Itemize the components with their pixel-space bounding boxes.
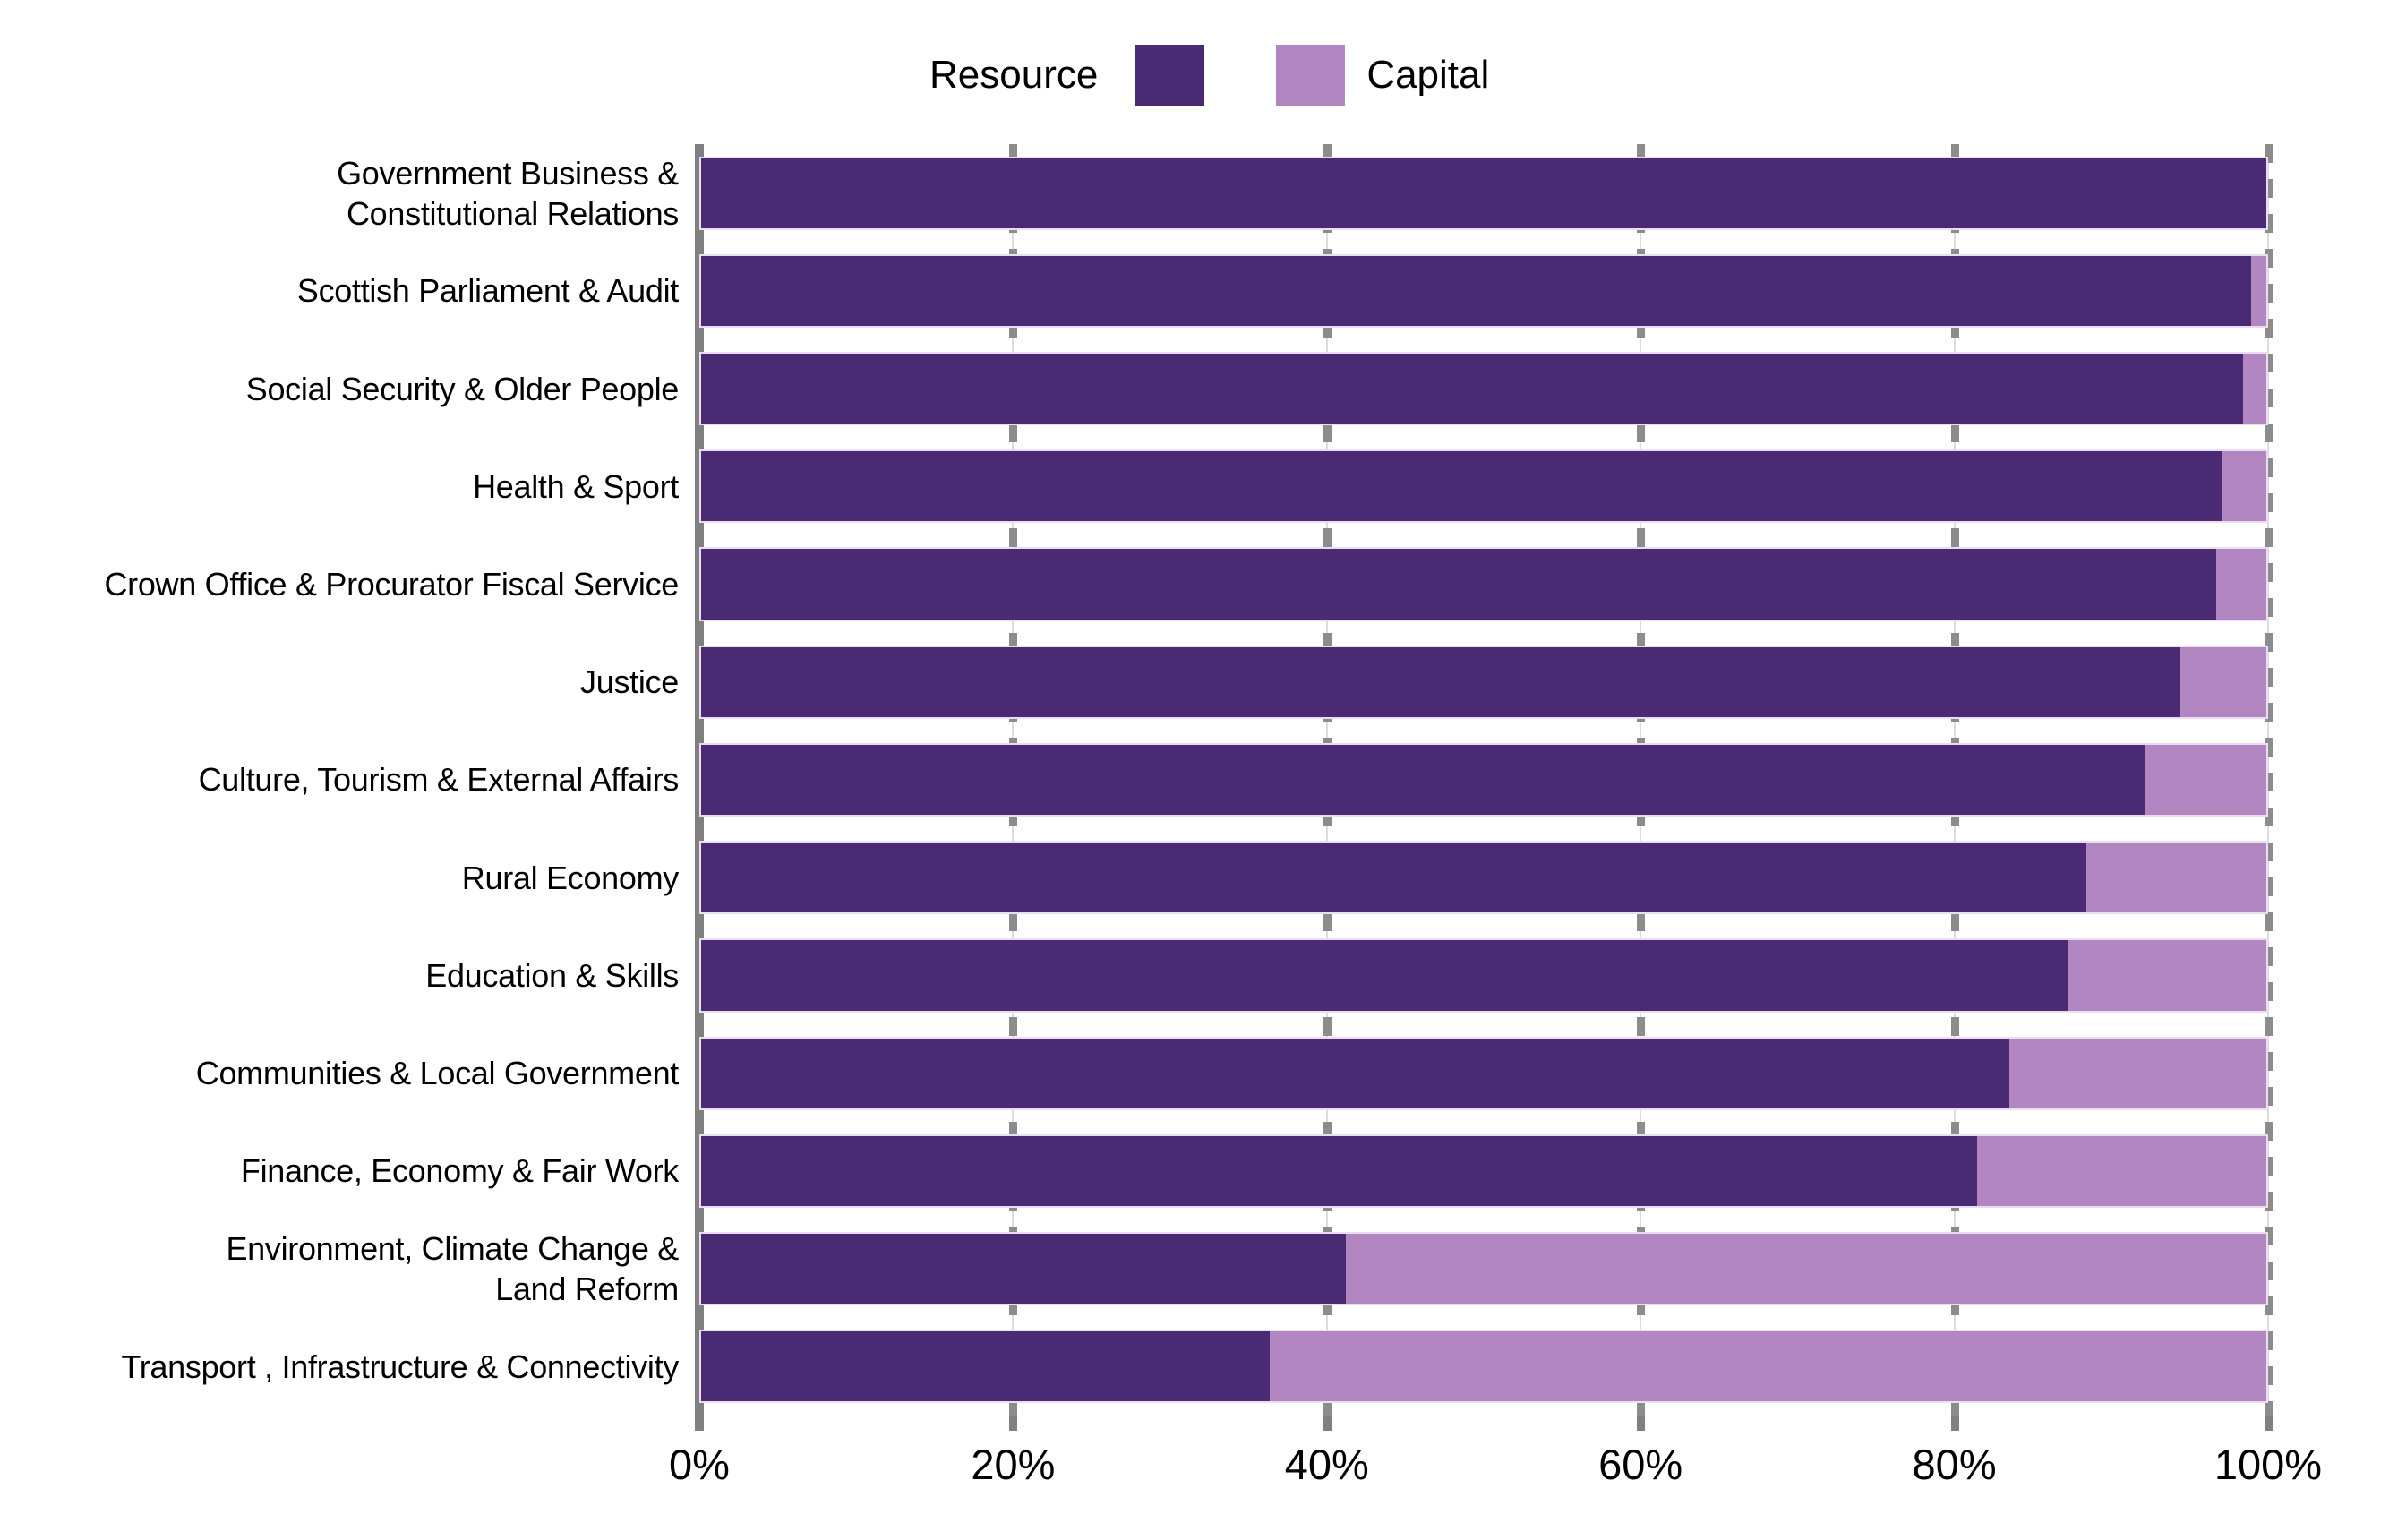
x-tick-label-0: 0% <box>669 1441 730 1488</box>
bar-segment-capital-6 <box>2144 744 2266 816</box>
bar-segment-capital-12 <box>1269 1331 2266 1402</box>
bar-segment-resource-0 <box>701 158 2266 228</box>
bar-segment-resource-6 <box>701 744 2145 816</box>
x-tick-label-40: 40% <box>1284 1441 1369 1488</box>
category-label-4: Crown Office & Procurator Fiscal Service <box>104 566 679 603</box>
category-label-10: Finance, Economy & Fair Work <box>240 1152 679 1190</box>
bar-segment-capital-5 <box>2179 646 2266 717</box>
bar-segment-resource-4 <box>701 549 2217 620</box>
legend-swatch-capital-icon <box>1276 45 1346 106</box>
rows-layer <box>699 144 2268 1416</box>
bar-segment-capital-3 <box>2222 451 2266 522</box>
bar-segment-capital-8 <box>2068 940 2266 1011</box>
bar-segment-resource-11 <box>701 1234 1347 1305</box>
chart-row-8 <box>699 927 2268 1024</box>
bar-track-7 <box>699 841 2268 915</box>
bar-track-11 <box>699 1232 2268 1306</box>
chart-row-11 <box>699 1220 2268 1318</box>
chart-row-9 <box>699 1024 2268 1122</box>
category-label-7: Rural Economy <box>461 859 680 896</box>
bar-track-6 <box>699 742 2268 817</box>
bar-segment-capital-1 <box>2250 255 2266 326</box>
bar-track-2 <box>699 351 2268 426</box>
x-tick-label-80: 80% <box>1912 1441 1997 1488</box>
category-label-9: Communities & Local Government <box>195 1055 680 1092</box>
bar-segment-capital-10 <box>1976 1135 2266 1207</box>
chart-row-4 <box>699 535 2268 633</box>
chart-row-7 <box>699 829 2268 927</box>
bar-segment-resource-10 <box>701 1135 1977 1207</box>
bar-track-1 <box>699 253 2268 328</box>
legend-swatch-resource-icon <box>1135 45 1205 106</box>
category-label-1: Scottish Parliament & Audit <box>296 272 679 310</box>
chart-row-12 <box>699 1318 2268 1416</box>
legend: Resource Capital <box>929 41 1489 109</box>
x-axis-tick-40 <box>1323 1416 1332 1431</box>
bar-track-0 <box>699 156 2268 230</box>
legend-label-resource: Resource <box>929 53 1099 97</box>
category-label-0: Government Business & Constitutional Rel… <box>337 154 679 232</box>
bar-segment-resource-5 <box>701 646 2180 717</box>
bar-segment-resource-8 <box>701 940 2068 1011</box>
x-tick-label-20: 20% <box>971 1441 1056 1488</box>
category-label-2: Social Security & Older People <box>245 370 680 407</box>
bar-track-10 <box>699 1134 2268 1209</box>
bar-track-5 <box>699 645 2268 719</box>
bar-track-3 <box>699 449 2268 524</box>
x-axis-labels: 0% 20% 40% 60% 80% 100% <box>669 1441 2322 1499</box>
bar-segment-resource-2 <box>701 353 2243 424</box>
bar-segment-capital-2 <box>2242 353 2266 424</box>
x-tick-label-100: 100% <box>2213 1441 2323 1488</box>
bar-track-12 <box>699 1330 2268 1404</box>
x-axis-tick-100 <box>2265 1416 2273 1431</box>
bar-segment-resource-3 <box>701 451 2223 522</box>
x-tick-label-60: 60% <box>1598 1441 1683 1488</box>
gridline-dashes-100 <box>2265 144 2273 1416</box>
bar-segment-resource-12 <box>701 1331 1270 1402</box>
category-label-8: Education & Skills <box>425 956 679 994</box>
chart-row-0 <box>699 144 2268 242</box>
x-axis-tick-0 <box>696 1416 704 1431</box>
chart-row-2 <box>699 339 2268 437</box>
chart-row-10 <box>699 1122 2268 1219</box>
bar-segment-capital-7 <box>2085 843 2266 913</box>
chart-row-3 <box>699 438 2268 535</box>
bar-track-4 <box>699 547 2268 621</box>
category-labels-column: Government Business & Constitutional Rel… <box>0 144 679 1416</box>
chart-row-6 <box>699 731 2268 828</box>
category-label-3: Health & Sport <box>473 467 679 505</box>
x-axis-tick-20 <box>1009 1416 1018 1431</box>
bar-segment-resource-9 <box>701 1038 2010 1108</box>
bar-segment-capital-9 <box>2009 1038 2266 1108</box>
category-label-6: Culture, Tourism & External Affairs <box>198 761 680 799</box>
bar-track-9 <box>699 1036 2268 1110</box>
bar-segment-resource-7 <box>701 843 2086 913</box>
chart-row-1 <box>699 242 2268 339</box>
chart-row-5 <box>699 633 2268 731</box>
bar-segment-capital-4 <box>2216 549 2266 620</box>
legend-label-capital: Capital <box>1366 53 1490 97</box>
category-label-11: Environment, Climate Change & Land Refor… <box>226 1230 679 1308</box>
bar-segment-resource-1 <box>701 255 2251 326</box>
bar-track-8 <box>699 938 2268 1013</box>
category-label-12: Transport , Infrastructure & Connectivit… <box>121 1348 679 1385</box>
bar-segment-capital-11 <box>1346 1234 2266 1305</box>
x-axis-tick-60 <box>1637 1416 1646 1431</box>
x-axis-tick-80 <box>1950 1416 1959 1431</box>
category-label-5: Justice <box>580 663 679 701</box>
